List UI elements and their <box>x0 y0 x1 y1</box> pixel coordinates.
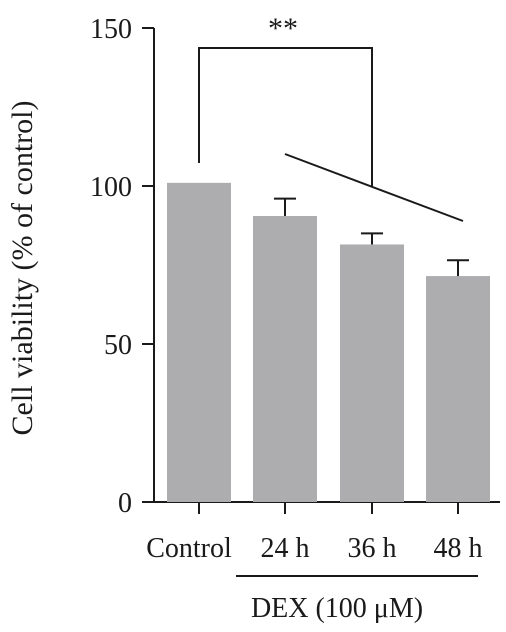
y-axis-label: Cell viability (% of control) <box>6 101 39 436</box>
significance-marker: ** <box>268 12 298 45</box>
group-label-area: DEX (100 μM) <box>236 575 478 624</box>
trend-line <box>284 153 464 222</box>
x-tick-label: Control <box>146 533 232 564</box>
y-tick-label: 100 <box>90 172 132 203</box>
x-tick-label: 24 h <box>261 533 310 564</box>
y-tick-label: 150 <box>90 14 132 45</box>
y-tick-label: 50 <box>104 330 132 361</box>
y-ticks: 0 50 100 150 <box>90 14 154 519</box>
significance-bracket <box>198 47 373 186</box>
x-tick-labels: Control 24 h 36 h 48 h <box>146 502 483 564</box>
x-tick-label: 48 h <box>434 533 483 564</box>
bar <box>340 244 404 502</box>
bar <box>253 216 317 502</box>
x-tick-label: 36 h <box>348 533 397 564</box>
bars <box>167 182 490 502</box>
group-label: DEX (100 μM) <box>251 593 423 624</box>
bar <box>167 182 231 502</box>
y-tick-label: 0 <box>118 488 132 519</box>
significance-annotation: ** <box>198 12 464 222</box>
bar <box>426 276 490 502</box>
